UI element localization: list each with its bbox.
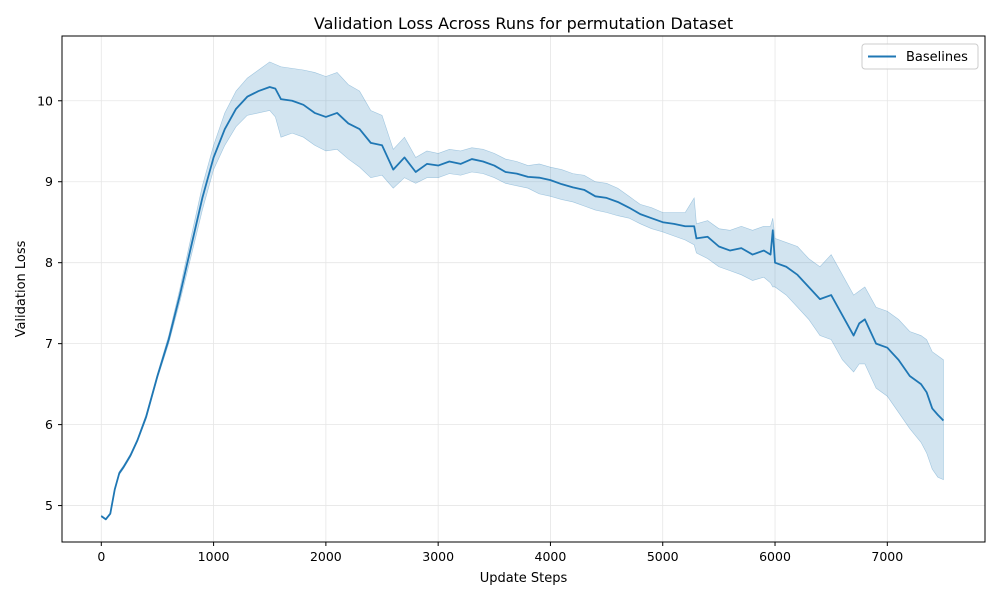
- y-tick-label: 9: [45, 174, 53, 189]
- x-tick-label: 1000: [198, 549, 230, 564]
- y-tick-label: 7: [45, 336, 53, 351]
- x-axis-label: Update Steps: [480, 571, 568, 586]
- x-tick-label: 3000: [422, 549, 454, 564]
- confidence-band-layer: [101, 61, 944, 521]
- y-axis-ticks: 5 6 7 8 9 10: [37, 93, 62, 513]
- x-tick-label: 6000: [759, 549, 791, 564]
- plot-area-frame: [61, 35, 986, 543]
- x-tick-label: 0: [97, 549, 105, 564]
- y-tick-label: 6: [45, 417, 53, 432]
- y-tick-label: 8: [45, 255, 53, 270]
- y-tick-label: 10: [37, 93, 53, 108]
- series-line-baselines: [100, 86, 945, 521]
- legend: Baselines: [861, 43, 979, 70]
- y-tick-label: 5: [45, 498, 53, 513]
- x-tick-label: 5000: [647, 549, 679, 564]
- legend-box: [861, 43, 979, 70]
- x-tick-label: 2000: [310, 549, 342, 564]
- legend-entry-baselines: Baselines: [906, 50, 968, 65]
- x-tick-label: 4000: [535, 549, 567, 564]
- chart-title: Validation Loss Across Runs for permutat…: [314, 14, 733, 33]
- grid: [62, 36, 985, 542]
- x-axis-ticks: 0 1000 2000 3000 4000 5000 6000 7000: [97, 542, 903, 564]
- y-axis-label: Validation Loss: [14, 240, 29, 337]
- series-line-layer: [100, 86, 945, 521]
- x-tick-label: 7000: [871, 549, 903, 564]
- series-confidence-band: [101, 61, 944, 521]
